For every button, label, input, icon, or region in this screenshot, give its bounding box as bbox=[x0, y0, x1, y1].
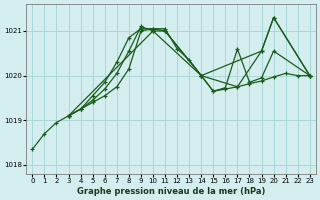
X-axis label: Graphe pression niveau de la mer (hPa): Graphe pression niveau de la mer (hPa) bbox=[77, 187, 265, 196]
